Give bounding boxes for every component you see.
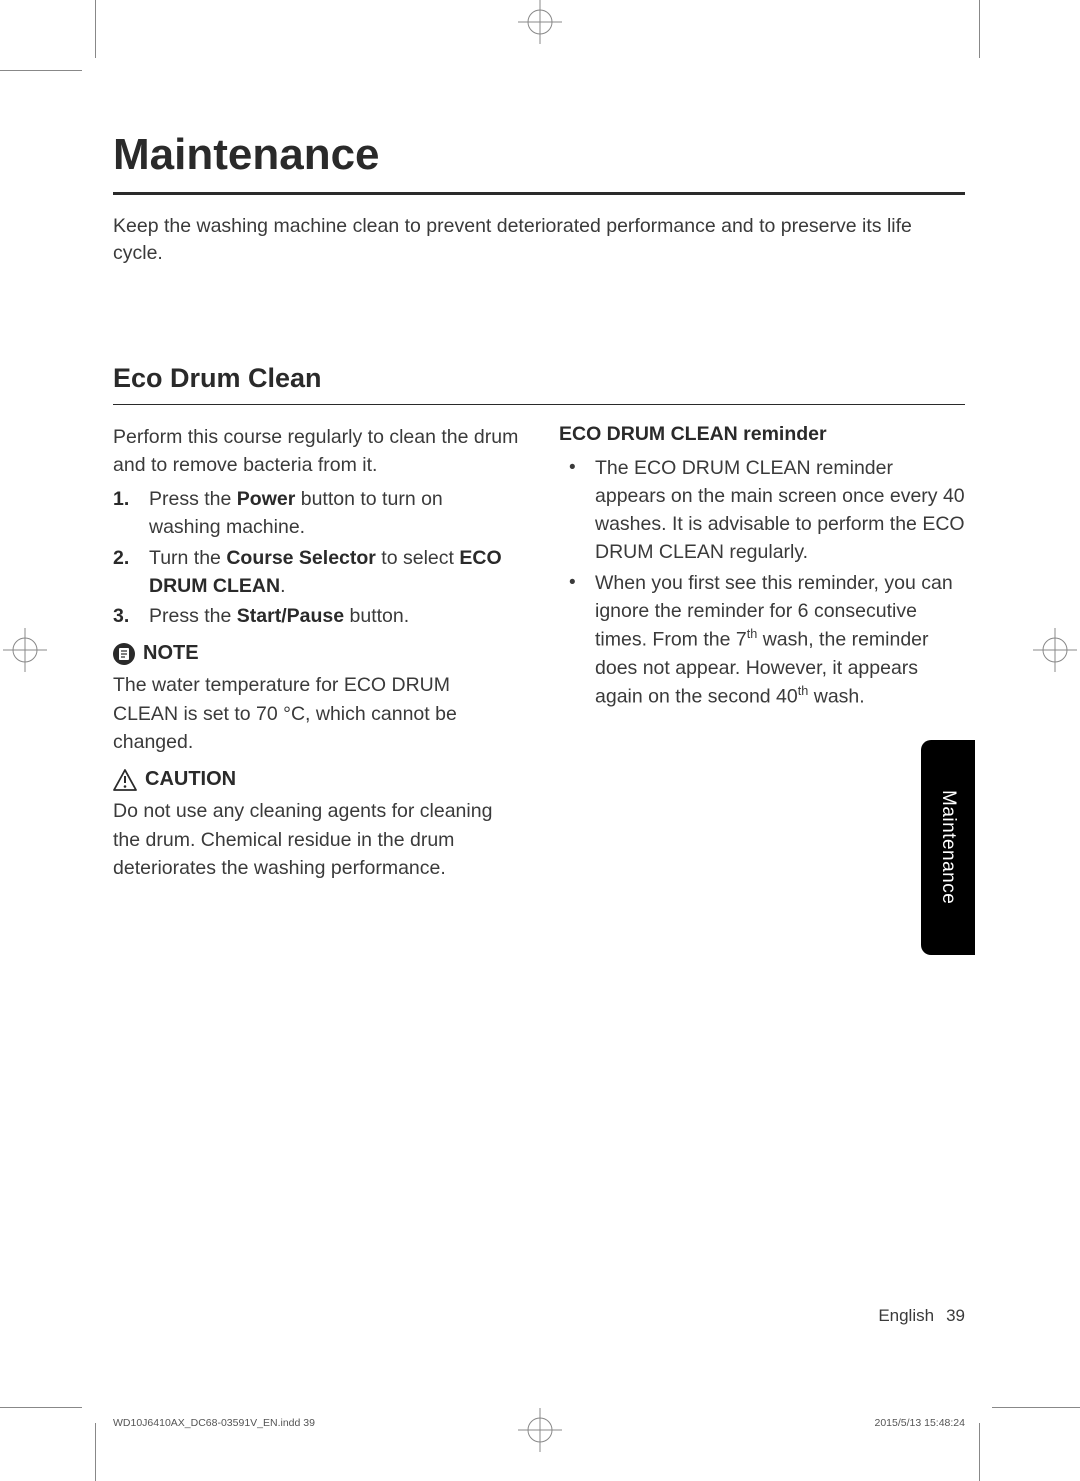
caution-header: CAUTION [113, 768, 519, 791]
section-intro: Perform this course regularly to clean t… [113, 423, 519, 480]
step-number: 3. [113, 602, 129, 630]
step-text: to select [376, 547, 459, 569]
section-tab-label: Maintenance [937, 790, 959, 904]
crop-mark [95, 0, 96, 58]
list-item: The ECO DRUM CLEAN reminder appears on t… [559, 454, 965, 567]
caution-icon [113, 769, 137, 791]
note-icon [113, 643, 135, 665]
step-text: Press the [149, 605, 237, 627]
step-bold: Start/Pause [237, 605, 344, 627]
crop-mark [0, 70, 82, 71]
crop-mark [979, 0, 980, 58]
section-rule [113, 404, 965, 405]
right-column: ECO DRUM CLEAN reminder The ECO DRUM CLE… [559, 423, 965, 888]
steps-list: 1. Press the Power button to turn on was… [113, 485, 519, 630]
ordinal-sup: th [747, 627, 758, 641]
print-metadata-left: WD10J6410AX_DC68-03591V_EN.indd 39 [113, 1417, 315, 1429]
step-number: 2. [113, 544, 129, 572]
list-item: 3. Press the Start/Pause button. [113, 602, 519, 630]
bullet-text: The ECO DRUM CLEAN reminder appears on t… [595, 457, 965, 564]
registration-mark-icon [518, 0, 562, 49]
page-title: Maintenance [113, 130, 965, 180]
ordinal-sup: th [798, 684, 809, 698]
crop-mark [979, 1423, 980, 1481]
step-bold: Course Selector [226, 547, 376, 569]
page-number: 39 [946, 1306, 965, 1325]
list-item: 2. Turn the Course Selector to select EC… [113, 544, 519, 601]
section-heading: Eco Drum Clean [113, 363, 965, 394]
registration-mark-icon [518, 1408, 562, 1457]
step-number: 1. [113, 485, 129, 513]
caution-label: CAUTION [145, 768, 236, 791]
footer-language: English [878, 1306, 934, 1325]
bullet-text: wash. [808, 686, 864, 708]
reminder-heading: ECO DRUM CLEAN reminder [559, 423, 965, 446]
page-footer: English 39 [878, 1306, 965, 1326]
crop-mark [992, 1407, 1080, 1408]
step-text: . [280, 575, 285, 597]
step-text: Turn the [149, 547, 226, 569]
list-item: 1. Press the Power button to turn on was… [113, 485, 519, 542]
step-bold: Power [237, 488, 296, 510]
registration-mark-icon [3, 628, 47, 677]
note-text: The water temperature for ECO DRUM CLEAN… [113, 671, 519, 756]
note-label: NOTE [143, 642, 199, 665]
crop-mark [0, 1407, 82, 1408]
note-header: NOTE [113, 642, 519, 665]
left-column: Perform this course regularly to clean t… [113, 423, 519, 888]
heading-rule [113, 192, 965, 195]
page-content: Maintenance Keep the washing machine cle… [0, 0, 1080, 888]
section-tab: Maintenance [921, 740, 975, 955]
crop-mark [95, 1423, 96, 1481]
registration-mark-icon [1033, 628, 1077, 677]
list-item: When you first see this reminder, you ca… [559, 569, 965, 711]
print-metadata-right: 2015/5/13 15:48:24 [874, 1417, 965, 1429]
reminder-list: The ECO DRUM CLEAN reminder appears on t… [559, 454, 965, 711]
step-text: Press the [149, 488, 237, 510]
caution-text: Do not use any cleaning agents for clean… [113, 797, 519, 882]
step-text: button. [344, 605, 409, 627]
two-column-layout: Perform this course regularly to clean t… [113, 423, 965, 888]
intro-paragraph: Keep the washing machine clean to preven… [113, 213, 965, 268]
